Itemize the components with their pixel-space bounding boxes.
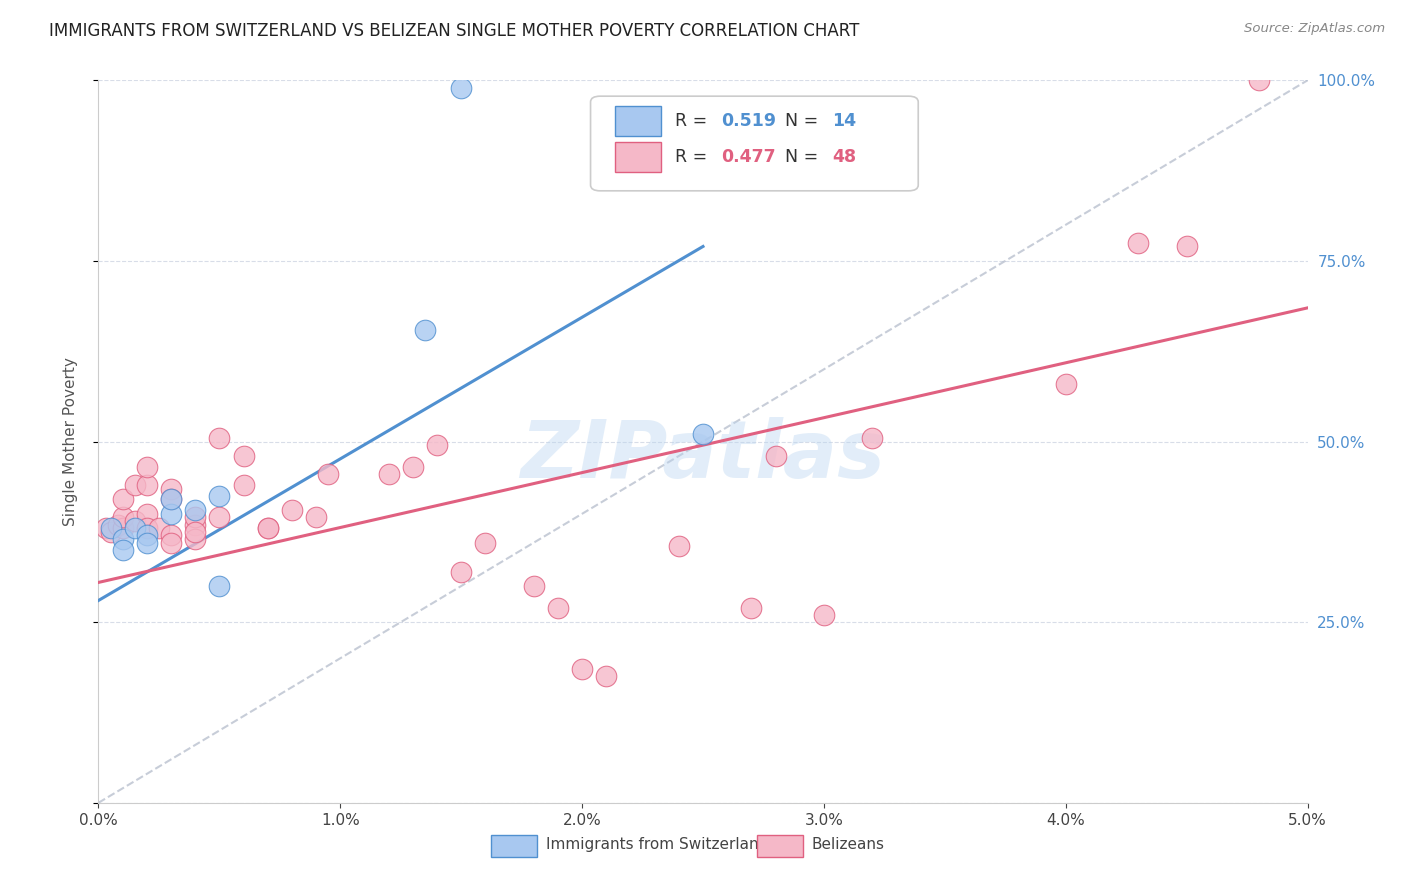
Point	[135, 535, 157, 549]
Point	[184, 532, 207, 546]
Point	[402, 459, 425, 474]
Point	[135, 528, 157, 542]
Point	[160, 528, 183, 542]
Point	[184, 524, 207, 539]
Point	[184, 517, 207, 532]
Point	[1054, 376, 1077, 391]
FancyBboxPatch shape	[591, 96, 918, 191]
Point	[111, 492, 134, 507]
Point	[1128, 235, 1150, 250]
Point	[765, 449, 787, 463]
Point	[184, 510, 207, 524]
Point	[860, 431, 883, 445]
Point	[450, 80, 472, 95]
Point	[426, 438, 449, 452]
Point	[124, 514, 146, 528]
Y-axis label: Single Mother Poverty: Single Mother Poverty	[63, 357, 77, 526]
FancyBboxPatch shape	[614, 142, 661, 172]
Text: 48: 48	[832, 148, 856, 166]
Text: N =: N =	[775, 112, 824, 129]
Point	[111, 532, 134, 546]
Point	[668, 539, 690, 553]
Text: 0.477: 0.477	[721, 148, 776, 166]
Point	[595, 669, 617, 683]
Point	[547, 600, 569, 615]
Point	[135, 459, 157, 474]
Text: IMMIGRANTS FROM SWITZERLAND VS BELIZEAN SINGLE MOTHER POVERTY CORRELATION CHART: IMMIGRANTS FROM SWITZERLAND VS BELIZEAN …	[49, 22, 859, 40]
Point	[135, 478, 157, 492]
Point	[232, 478, 254, 492]
Text: R =: R =	[675, 112, 713, 129]
Point	[107, 517, 129, 532]
Point	[111, 510, 134, 524]
Point	[160, 492, 183, 507]
Point	[184, 503, 207, 517]
Point	[740, 600, 762, 615]
Point	[208, 510, 231, 524]
Point	[523, 579, 546, 593]
Point	[571, 662, 593, 676]
Point	[160, 482, 183, 496]
Text: 14: 14	[832, 112, 856, 129]
FancyBboxPatch shape	[614, 105, 661, 136]
Point	[692, 427, 714, 442]
Point	[160, 535, 183, 549]
Text: R =: R =	[675, 148, 713, 166]
Point	[450, 565, 472, 579]
Point	[208, 489, 231, 503]
Point	[160, 507, 183, 521]
Point	[208, 431, 231, 445]
Point	[148, 521, 170, 535]
Point	[100, 524, 122, 539]
Text: Immigrants from Switzerland: Immigrants from Switzerland	[546, 838, 768, 852]
FancyBboxPatch shape	[492, 835, 537, 857]
Point	[413, 322, 436, 336]
Point	[111, 542, 134, 557]
Text: N =: N =	[775, 148, 824, 166]
Point	[100, 521, 122, 535]
Point	[813, 607, 835, 622]
Point	[160, 492, 183, 507]
Point	[305, 510, 328, 524]
Point	[124, 478, 146, 492]
Text: Source: ZipAtlas.com: Source: ZipAtlas.com	[1244, 22, 1385, 36]
Point	[208, 579, 231, 593]
Point	[135, 507, 157, 521]
Point	[281, 503, 304, 517]
Point	[256, 521, 278, 535]
Point	[474, 535, 496, 549]
Text: Belizeans: Belizeans	[811, 838, 884, 852]
Point	[94, 521, 117, 535]
Point	[1249, 73, 1271, 87]
FancyBboxPatch shape	[758, 835, 803, 857]
Point	[135, 521, 157, 535]
Point	[124, 521, 146, 535]
Point	[377, 467, 399, 481]
Text: 0.519: 0.519	[721, 112, 776, 129]
Point	[316, 467, 339, 481]
Point	[1175, 239, 1198, 253]
Point	[256, 521, 278, 535]
Point	[232, 449, 254, 463]
Point	[111, 521, 134, 535]
Text: ZIPatlas: ZIPatlas	[520, 417, 886, 495]
